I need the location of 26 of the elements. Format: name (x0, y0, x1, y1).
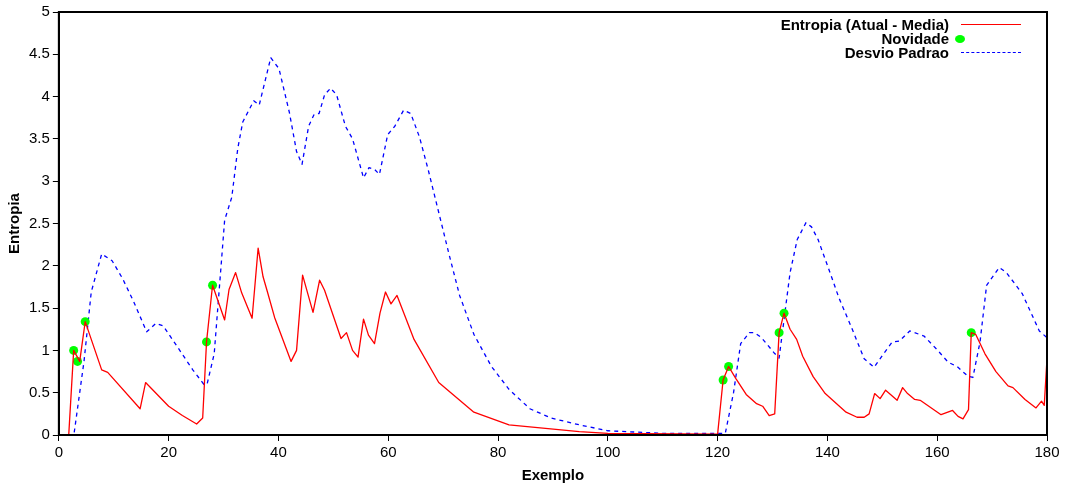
y-tick-label: 2.5 (28, 213, 50, 231)
y-tick-label: 2 (41, 255, 50, 273)
x-tick-label: 180 (1034, 443, 1060, 461)
y-tick-label: 5 (41, 2, 50, 20)
y-tick-label: 4 (41, 86, 50, 104)
y-tick-label: 1 (41, 340, 50, 358)
x-tick-label: 160 (924, 443, 950, 461)
x-tick-label: 140 (814, 443, 840, 461)
y-tick-label: 3.5 (28, 129, 50, 147)
legend-label: Entropia (Atual - Media) (780, 16, 949, 33)
x-tick-label: 0 (54, 443, 64, 461)
x-tick-label: 20 (160, 443, 177, 461)
line-series (73, 57, 1047, 434)
y-tick-label: 0 (41, 425, 50, 443)
legend-label: Desvio Padrao (844, 44, 949, 61)
x-tick-label: 100 (595, 443, 621, 461)
x-tick-label: 80 (489, 443, 507, 461)
y-tick-label: 3 (41, 171, 50, 189)
x-tick-label: 60 (379, 443, 397, 461)
x-tick-label: 40 (270, 443, 287, 461)
y-tick-label: 0.5 (28, 382, 50, 400)
y-axis-title: Entropia (5, 192, 23, 254)
y-tick-label: 1.5 (28, 298, 50, 316)
y-tick-label: 4.5 (28, 44, 50, 62)
x-tick-label: 120 (705, 443, 731, 461)
x-axis-title: Exemplo (521, 466, 585, 484)
